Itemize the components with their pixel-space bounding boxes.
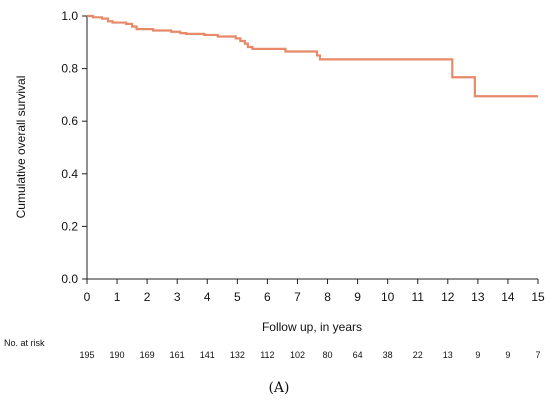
survival-curve xyxy=(87,14,538,98)
risk-count: 169 xyxy=(140,350,155,360)
risk-count: 64 xyxy=(353,350,363,360)
survival-curve-group xyxy=(87,14,538,98)
x-tick-label: 5 xyxy=(234,290,241,304)
x-tick-label: 2 xyxy=(144,290,151,304)
x-tick-label: 6 xyxy=(264,290,271,304)
axes: 0.00.20.40.60.81.00 1 2 3 4 5 6 7 8 9 10 11 12 13 14 15 xyxy=(61,9,545,304)
risk-count: 112 xyxy=(260,350,274,360)
risk-count: 102 xyxy=(290,350,305,360)
risk-count: 13 xyxy=(443,350,453,360)
risk-count: 22 xyxy=(413,350,423,360)
y-axis-title: Cumulative overall survival xyxy=(14,76,28,219)
x-tick-label: 10 xyxy=(381,290,395,304)
y-tick-label: 0.0 xyxy=(61,272,78,286)
x-tick-label: 9 xyxy=(354,290,361,304)
x-tick-label: 4 xyxy=(204,290,211,304)
y-tick-label: 1.0 xyxy=(61,9,78,23)
panel-label: (A) xyxy=(268,380,289,396)
risk-count: 161 xyxy=(170,350,185,360)
x-tick-label: 15 xyxy=(531,290,545,304)
risk-count: 132 xyxy=(230,350,245,360)
risk-table: 195 190 169 161 141 132 112 102 80 64 38 22 13 9 9 7 xyxy=(79,350,540,360)
x-tick-label: 14 xyxy=(501,290,515,304)
risk-count: 9 xyxy=(505,350,510,360)
x-tick-label: 12 xyxy=(441,290,455,304)
risk-count: 190 xyxy=(110,350,125,360)
x-tick-label: 13 xyxy=(471,290,485,304)
x-tick-label: 3 xyxy=(174,290,181,304)
x-tick-label: 1 xyxy=(114,290,121,304)
y-tick-label: 0.8 xyxy=(61,62,78,76)
y-tick-label: 0.6 xyxy=(61,114,78,128)
x-tick-label: 0 xyxy=(84,290,91,304)
risk-count: 195 xyxy=(79,350,94,360)
x-tick-label: 7 xyxy=(294,290,301,304)
y-tick-label: 0.2 xyxy=(61,219,78,233)
risk-count: 9 xyxy=(475,350,480,360)
risk-table-label: No. at risk xyxy=(4,338,45,348)
y-tick-label: 0.4 xyxy=(61,167,78,181)
risk-count: 141 xyxy=(200,350,215,360)
risk-count: 7 xyxy=(535,350,540,360)
risk-count: 80 xyxy=(323,350,333,360)
risk-count: 38 xyxy=(383,350,393,360)
x-tick-label: 11 xyxy=(411,290,424,304)
x-axis-title: Follow up, in years xyxy=(262,320,362,334)
x-tick-label: 8 xyxy=(324,290,331,304)
